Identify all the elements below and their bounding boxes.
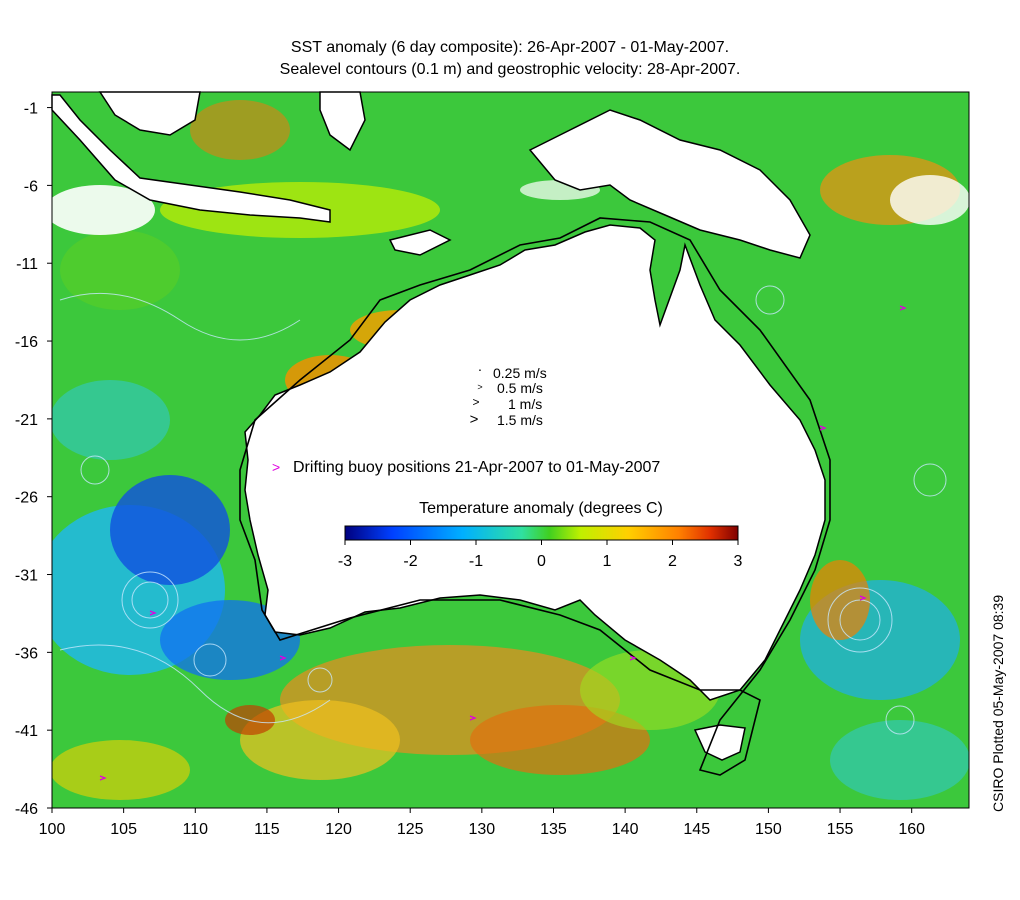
lon-tick-label: 105 [110,821,137,838]
colorbar-tick-label: 1 [603,553,612,570]
cold-anomaly-south [160,600,300,680]
colorbar-label: Temperature anomaly (degrees C) [419,500,663,517]
buoy-legend-label: Drifting buoy positions 21-Apr-2007 to 0… [293,459,660,476]
vel-label-1: 1 m/s [508,396,542,412]
colorbar-tick-label: 2 [668,553,677,570]
lat-tick-label: -11 [16,256,38,273]
lon-tick-label: 140 [612,821,639,838]
lat-tick-label: -21 [15,412,38,429]
lat-tick-label: -46 [15,801,38,818]
vel-arrow-05: > [477,382,482,392]
sst-field [52,92,969,808]
lon-tick-label: 135 [540,821,567,838]
longitude-axis: 100 105 110 115 120 125 130 135 140 145 150 155 160 [39,808,925,838]
vel-label-15: 1.5 m/s [497,412,543,428]
lat-tick-label: -6 [24,178,38,195]
lat-tick-label: -1 [24,101,38,118]
credit-label: CSIRO Plotted 05-May-2007 08:39 [990,594,1006,812]
colorbar-tick-label: -1 [469,553,483,570]
lon-tick-label: 110 [183,821,209,838]
lat-tick-label: -41 [15,723,38,740]
java-sumatra [51,94,331,223]
map-title-line-2: Sealevel contours (0.1 m) and geostrophi… [279,61,741,78]
lat-tick-label: -26 [15,490,38,507]
australia-landmass [244,224,826,701]
lon-tick-label: 115 [254,821,280,838]
colorbar [344,525,739,541]
velocity-legend: · 0.25 m/s > 0.5 m/s > 1 m/s > 1.5 m/s [470,361,547,428]
lon-tick-label: 155 [827,821,854,838]
lat-tick-label: -36 [15,645,38,662]
colorbar-tick-label: -3 [338,553,352,570]
lon-tick-label: 120 [325,821,352,838]
lon-tick-label: 150 [755,821,782,838]
colorbar-ticks: -3 -2 -1 0 1 2 3 [338,540,743,570]
colorbar-tick-label: 0 [537,553,546,570]
vel-label-05: 0.5 m/s [497,380,543,396]
lon-tick-label: 145 [683,821,710,838]
colorbar-tick-label: 3 [734,553,743,570]
lon-tick-label: 125 [397,821,424,838]
map-border [51,91,970,809]
lat-tick-label: -31 [15,568,38,585]
buoy-markers [99,305,907,781]
vel-arrow-025: · [478,361,483,377]
colorbar-tick-label: -2 [403,553,417,570]
continental-shelf-line [239,217,831,776]
vel-arrow-1: > [472,395,479,409]
buoy-legend-marker: > [272,459,280,475]
latitude-axis: -1 -6 -11 -16 -21 -26 -31 -36 -41 -46 [15,101,52,818]
lon-tick-label: 160 [898,821,925,838]
cold-anomaly-sw-core [110,475,230,585]
vel-label-025: 0.25 m/s [493,365,547,381]
new-guinea [528,109,811,259]
lon-tick-label: 100 [39,821,66,838]
no-data-patch [52,185,155,235]
timor [388,229,452,256]
lon-tick-label: 130 [468,821,495,838]
vel-arrow-15: > [470,411,479,428]
map-title-line-1: SST anomaly (6 day composite): 26-Apr-20… [290,39,730,56]
lat-tick-label: -16 [15,334,38,351]
